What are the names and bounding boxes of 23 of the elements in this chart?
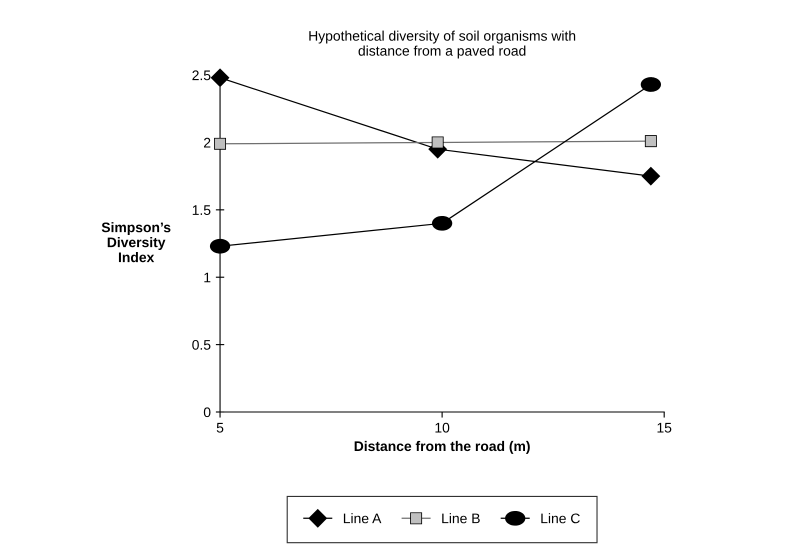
point — [214, 138, 226, 150]
point — [432, 216, 452, 231]
y-tick-label: 2.5 — [192, 70, 210, 80]
point — [210, 238, 230, 254]
x-tick-label: 5 — [216, 422, 224, 433]
point — [640, 77, 662, 92]
point — [432, 136, 444, 148]
x-tick-label: 15 — [658, 422, 672, 433]
point — [644, 135, 657, 148]
point — [210, 68, 230, 88]
point — [642, 166, 660, 186]
chart-title: Hypothetical diversity of soil organisms with distance from a paved road — [309, 30, 576, 58]
y-axis-title: Simpson’s Diversity Index — [102, 222, 170, 262]
y-tick-label: 1.5 — [192, 205, 210, 216]
y-tick-label: 1 — [204, 272, 210, 282]
y-tick-label: 0.5 — [192, 340, 210, 350]
x-axis-title: Distance from the road (m) — [354, 440, 530, 454]
y-tick-label: 0 — [204, 407, 210, 418]
legend-label: Line A — [344, 513, 382, 524]
x-tick-label: 10 — [435, 422, 450, 433]
legend-label: Line C — [541, 513, 580, 524]
legend-label: Line B — [442, 513, 480, 524]
y-tick-label: 2 — [204, 138, 210, 148]
